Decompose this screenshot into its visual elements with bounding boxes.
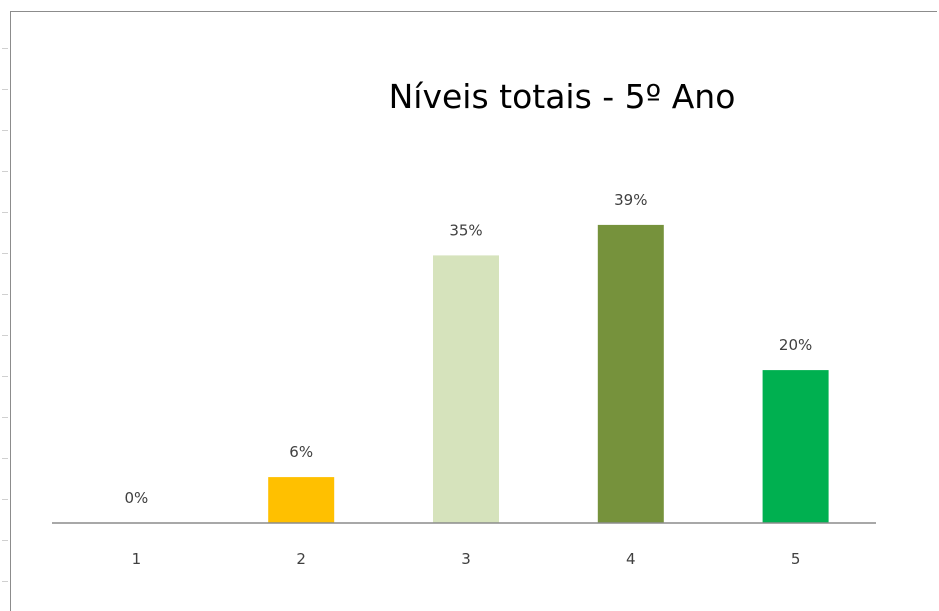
x-tick-label-4: 4 (626, 550, 636, 568)
bar-5 (762, 370, 829, 523)
bar-chart: Níveis totais - 5º Ano 0% 6% 35% 39% 20% 1 2 3… (52, 77, 876, 568)
bars-group (268, 224, 829, 523)
data-label-3: 35% (449, 221, 482, 239)
data-label-2: 6% (289, 443, 313, 461)
x-tick-labels-group: 1 2 3 4 5 (132, 550, 801, 568)
data-label-1: 0% (125, 489, 149, 507)
chart-frame (10, 11, 937, 611)
x-tick-label-1: 1 (132, 550, 142, 568)
bar-3 (433, 255, 499, 523)
data-label-4: 39% (614, 191, 647, 209)
x-tick-label-5: 5 (791, 550, 801, 568)
data-label-5: 20% (779, 336, 812, 354)
data-labels-group: 0% 6% 35% 39% 20% (125, 191, 813, 507)
bar-2 (268, 477, 335, 523)
chart-title: Níveis totais - 5º Ano (389, 77, 736, 116)
x-tick-label-3: 3 (461, 550, 471, 568)
left-edge-marks (2, 0, 8, 583)
x-tick-label-2: 2 (296, 550, 306, 568)
bar-4 (597, 224, 664, 523)
